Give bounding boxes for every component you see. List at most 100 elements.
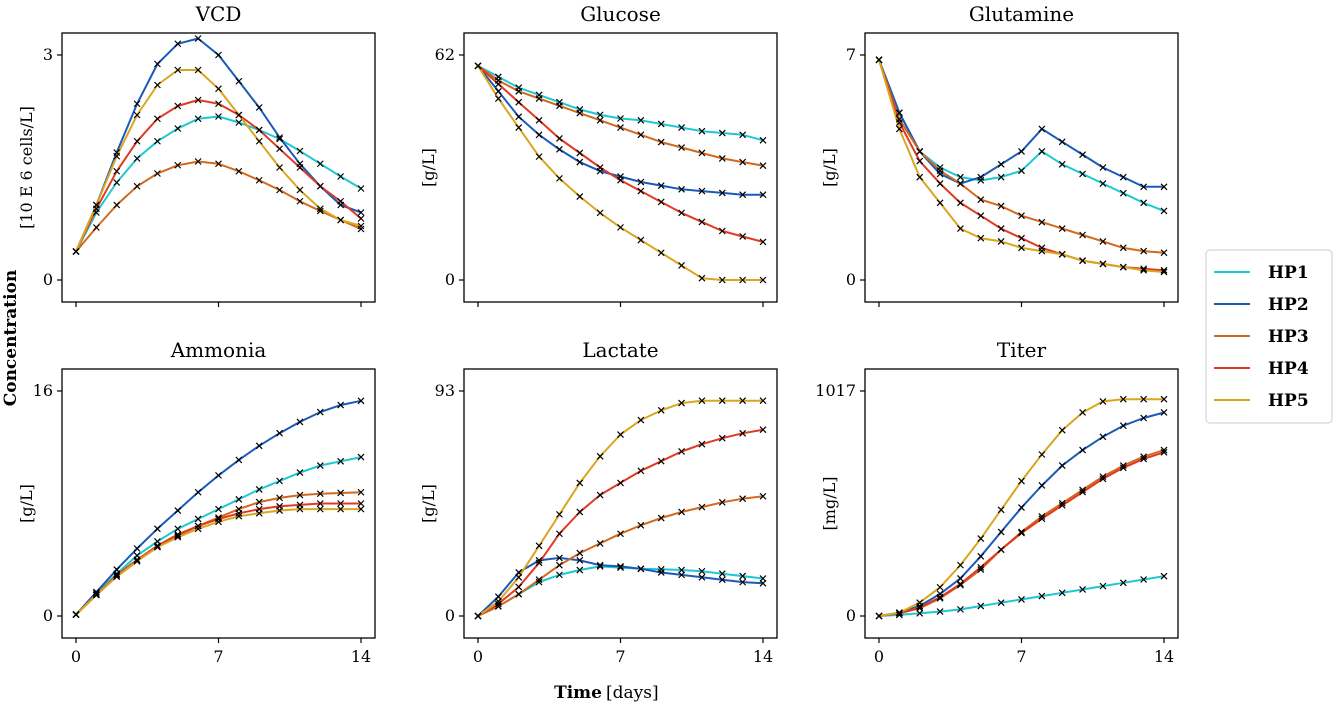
data-point-marker xyxy=(637,416,645,424)
legend-item-hp1: HP1 xyxy=(1214,263,1309,283)
y-axis-label: [g/L] xyxy=(419,148,438,187)
data-point-marker xyxy=(977,212,985,220)
data-point-marker xyxy=(1140,265,1148,273)
data-point-marker xyxy=(759,191,767,199)
data-point-marker xyxy=(759,276,767,284)
panel-titer: Titer [mg/L] 0 1017 0 7 14 xyxy=(815,338,1179,666)
data-point-marker xyxy=(997,599,1005,607)
y-axis-label: [g/L] xyxy=(820,148,839,187)
data-point-marker xyxy=(316,462,324,469)
data-point-marker xyxy=(1099,164,1107,171)
data-point-marker xyxy=(1160,395,1168,403)
data-point-marker xyxy=(1018,167,1025,175)
data-point-marker xyxy=(133,182,141,190)
data-point-marker xyxy=(1140,453,1148,461)
data-point-marker xyxy=(1018,212,1025,220)
data-point-marker xyxy=(698,397,706,405)
data-point-marker xyxy=(235,509,243,517)
series-line-hp2 xyxy=(75,37,362,252)
data-point-marker xyxy=(113,571,121,579)
data-point-marker xyxy=(1058,138,1066,146)
data-point-marker xyxy=(957,561,964,569)
data-point-marker xyxy=(515,98,523,106)
data-point-marker xyxy=(759,492,767,500)
data-point-marker xyxy=(718,155,726,162)
data-point-marker xyxy=(957,605,964,613)
legend-item-hp2: HP2 xyxy=(1214,295,1309,315)
data-point-marker xyxy=(1160,249,1168,257)
y-tick-label: 7 xyxy=(846,45,856,64)
series-line-hp4 xyxy=(75,502,361,616)
data-point-marker xyxy=(133,556,141,564)
data-point-marker xyxy=(596,452,604,460)
data-point-marker xyxy=(174,533,182,541)
data-point-marker xyxy=(92,591,100,599)
data-point-marker xyxy=(194,115,202,123)
y-tick-label: 0 xyxy=(43,606,53,625)
data-point-marker xyxy=(316,490,324,498)
data-point-marker xyxy=(1099,473,1107,481)
data-point-marker xyxy=(739,131,747,139)
data-point-marker xyxy=(556,174,563,182)
data-point-marker xyxy=(1119,244,1127,252)
data-point-marker xyxy=(657,569,665,576)
data-point-marker xyxy=(957,225,964,232)
data-point-marker xyxy=(357,185,365,192)
y-tick-label: 0 xyxy=(445,270,455,289)
data-point-marker xyxy=(1140,199,1148,207)
series-line-hp5 xyxy=(75,508,361,616)
data-point-marker xyxy=(698,567,706,575)
data-point-marker xyxy=(657,565,665,573)
data-point-marker xyxy=(133,111,141,119)
data-point-marker xyxy=(316,182,324,190)
data-point-marker xyxy=(92,588,100,596)
data-point-marker xyxy=(357,453,365,461)
data-point-marker xyxy=(739,578,747,586)
data-point-marker xyxy=(637,521,645,529)
data-point-marker xyxy=(337,505,345,513)
data-point-marker xyxy=(535,116,543,124)
data-point-marker xyxy=(235,111,243,119)
shared-x-label-bold: Time xyxy=(554,683,602,703)
data-point-marker xyxy=(1058,225,1066,232)
data-point-marker xyxy=(154,525,161,533)
data-point-marker xyxy=(1160,207,1168,215)
axes-frame xyxy=(463,32,778,303)
data-point-marker xyxy=(576,158,584,166)
data-point-marker xyxy=(617,530,624,538)
data-point-marker xyxy=(997,173,1005,181)
series-line-hp5 xyxy=(477,65,763,281)
data-point-marker xyxy=(678,144,685,151)
data-point-marker xyxy=(556,145,563,153)
data-point-marker xyxy=(576,479,584,487)
data-point-marker xyxy=(997,238,1005,245)
data-point-marker xyxy=(698,149,706,157)
data-point-marker xyxy=(678,124,685,132)
data-point-marker xyxy=(1058,499,1066,507)
data-point-marker xyxy=(698,187,706,195)
data-point-marker xyxy=(596,561,604,569)
data-point-marker xyxy=(1099,475,1107,483)
data-point-marker xyxy=(556,571,563,579)
data-point-marker xyxy=(515,124,523,132)
data-point-marker xyxy=(637,565,645,573)
series-line-hp1 xyxy=(878,59,1165,212)
data-point-marker xyxy=(1038,148,1046,155)
data-point-marker xyxy=(997,506,1005,514)
data-point-marker xyxy=(576,109,584,117)
data-point-marker xyxy=(1038,482,1046,489)
data-point-marker xyxy=(316,505,324,513)
data-point-marker xyxy=(255,126,263,134)
data-point-marker xyxy=(617,223,624,231)
data-point-marker xyxy=(1099,180,1107,187)
x-tick-label: 0 xyxy=(473,647,483,666)
data-point-marker xyxy=(174,125,182,132)
data-point-marker xyxy=(895,609,903,617)
data-point-marker xyxy=(154,137,161,145)
x-tick-label: 0 xyxy=(71,647,81,666)
data-point-marker xyxy=(1099,582,1107,590)
data-point-marker xyxy=(357,222,365,230)
data-point-marker xyxy=(1079,257,1086,265)
data-point-marker xyxy=(936,594,944,602)
x-tick-label: 14 xyxy=(753,647,773,666)
